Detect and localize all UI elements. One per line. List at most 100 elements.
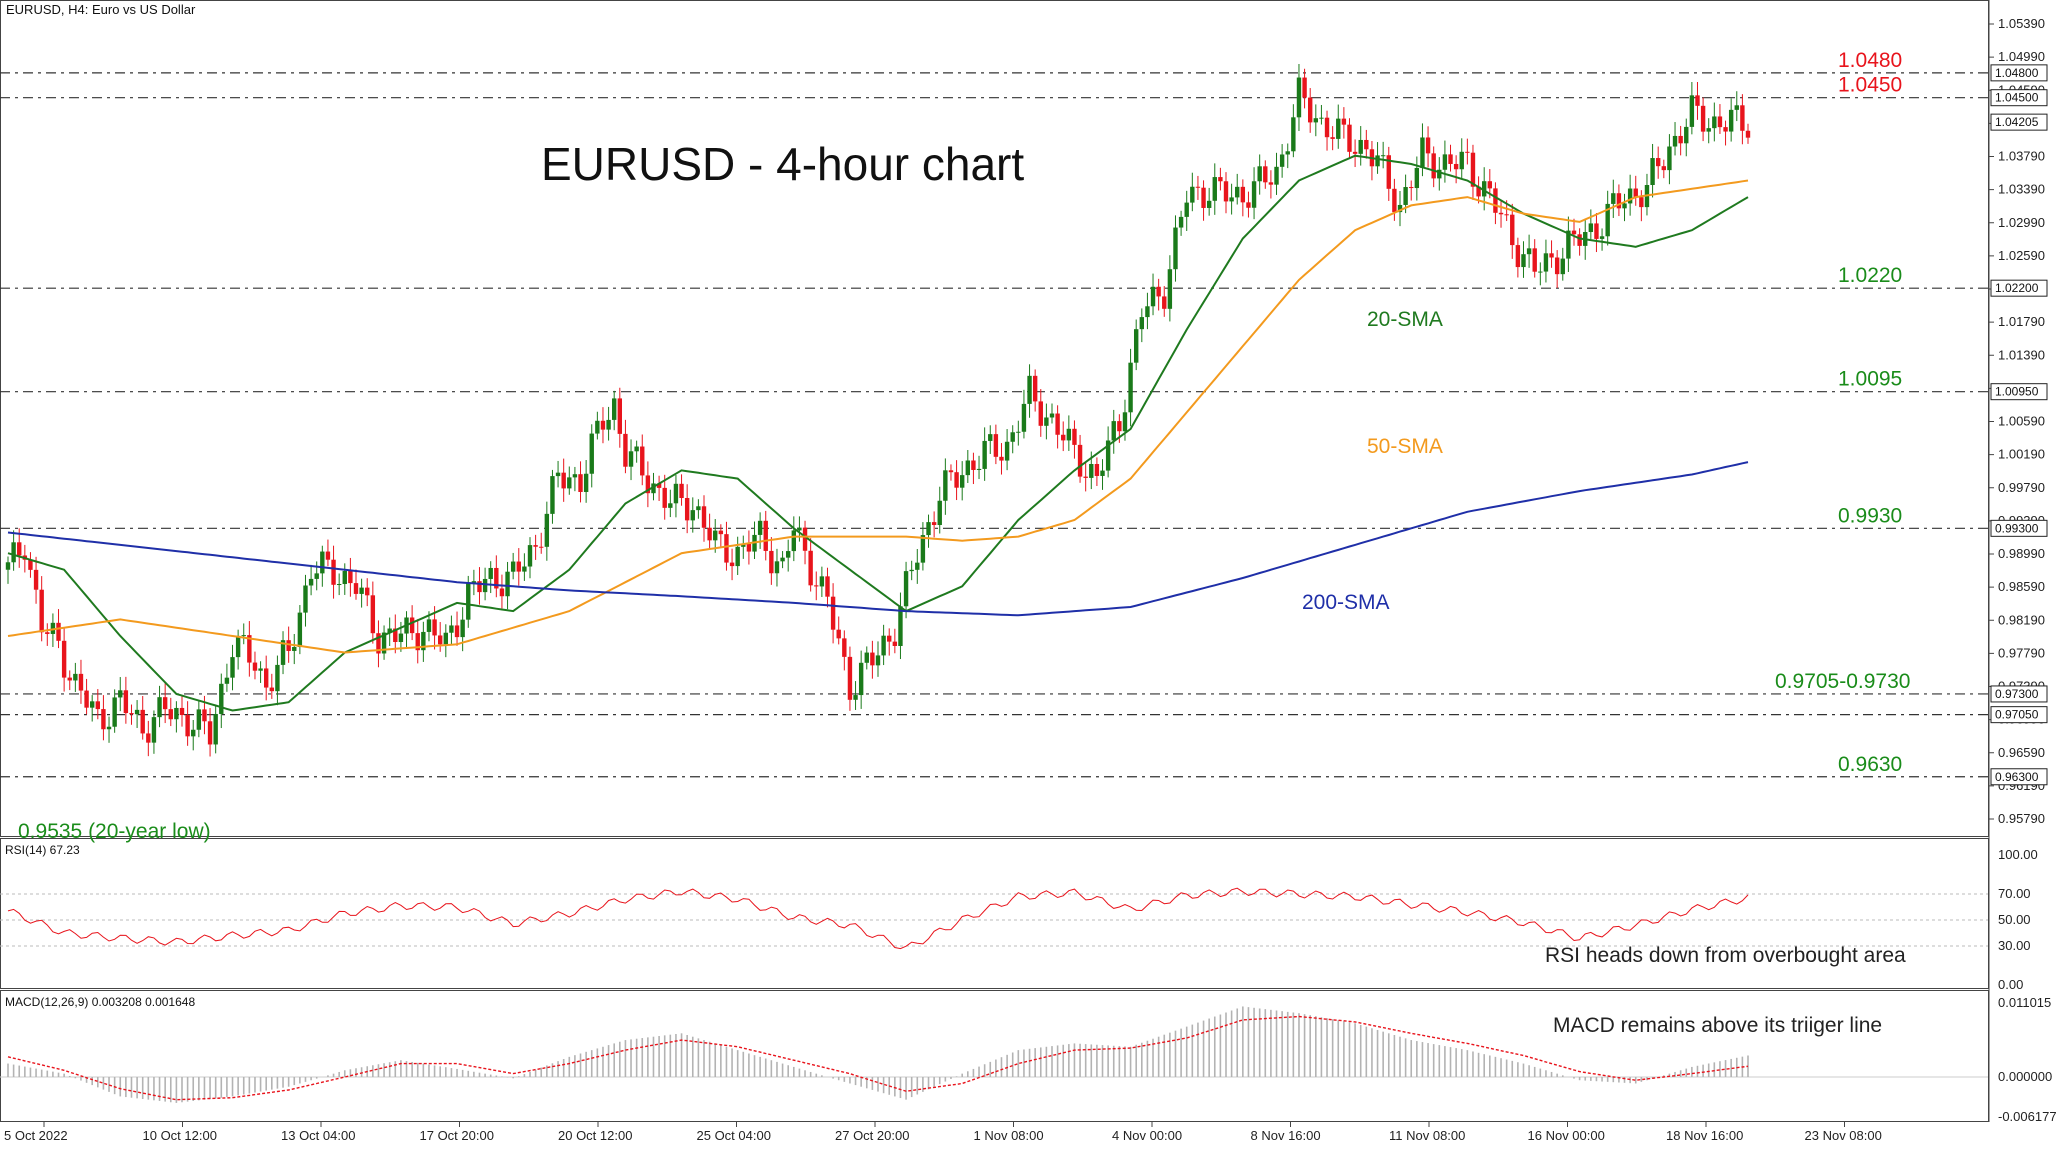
candle-body (56, 622, 61, 641)
rsi-line (7, 887, 1749, 950)
candle-body (1021, 403, 1027, 432)
candle-body (1684, 126, 1689, 144)
sma20-label: 20-SMA (1367, 308, 1443, 331)
candle-body (499, 588, 505, 597)
candle-body (735, 546, 740, 567)
candle-body (1627, 188, 1633, 204)
candle-body (1044, 417, 1049, 426)
price-tick-label: 1.05390 (1998, 16, 2045, 31)
level-label: 1.0095 (1838, 368, 1902, 391)
candle-body (1184, 202, 1189, 217)
candle-body (1077, 444, 1083, 477)
candle-body (78, 673, 84, 691)
candle-body (1745, 130, 1751, 138)
candle-body (376, 633, 381, 654)
candle-body (1218, 177, 1223, 182)
candle-body (1712, 116, 1717, 129)
candle-body (342, 571, 347, 585)
candle-body (123, 690, 129, 714)
candle-body (926, 522, 931, 536)
candle-body (241, 635, 246, 637)
candle-body (1352, 151, 1358, 154)
candle-body (544, 513, 550, 547)
candle-body (1324, 117, 1330, 138)
candle-body (1532, 248, 1537, 272)
candle-body (505, 571, 510, 597)
candle-body (1122, 412, 1128, 432)
candle-body (522, 566, 527, 572)
candle-body (179, 707, 185, 716)
candle-body (1403, 187, 1408, 205)
candle-body (1083, 476, 1088, 478)
candle-body (875, 655, 881, 666)
candle-body (881, 635, 886, 656)
candle-body (527, 545, 533, 567)
candle-body (982, 440, 987, 469)
candle-body (791, 530, 797, 552)
price-box-label: 0.96300 (1995, 770, 2039, 784)
candle-body (1190, 186, 1195, 203)
candle-body (1571, 230, 1577, 235)
candle-body (993, 434, 999, 457)
candle-body (640, 446, 645, 476)
candle-body (611, 398, 617, 420)
rsi-note: RSI heads down from overbought area (1545, 944, 1906, 967)
candle-body (1487, 181, 1493, 189)
candle-body (595, 420, 600, 434)
candle-body (673, 483, 679, 504)
price-tick-label: 1.04990 (1998, 49, 2045, 64)
candle-body (1330, 137, 1335, 139)
candle-body (157, 697, 162, 718)
level-label: 0.9930 (1838, 504, 1902, 527)
candle-body (426, 619, 432, 632)
candle-body (1296, 77, 1302, 118)
candle-body (213, 713, 218, 745)
macd-tick-label: 0.011015 (1998, 995, 2051, 1010)
price-box-label: 0.97300 (1995, 687, 2039, 701)
candle-body (1650, 158, 1655, 185)
price-tick-label: 0.98190 (1998, 612, 2045, 627)
candle-body (471, 581, 477, 583)
candle-body (297, 612, 303, 648)
candle-body (769, 550, 774, 574)
candle-body (651, 483, 656, 494)
candle-body (1105, 440, 1111, 471)
candle-body (494, 567, 499, 589)
candle-body (1493, 188, 1498, 213)
level-label: 1.0220 (1838, 264, 1902, 287)
candle-body (1380, 155, 1386, 157)
candle-body (589, 433, 594, 474)
candle-body (280, 640, 286, 665)
candle-body (578, 474, 583, 492)
rsi-tick-label: 70.00 (1998, 886, 2031, 901)
candle-body (370, 595, 376, 634)
candle-body (1156, 286, 1161, 297)
candle-body (1414, 167, 1420, 189)
candle-body (202, 709, 207, 722)
candle-body (679, 483, 684, 499)
candle-body (1206, 200, 1212, 208)
candle-body (976, 468, 982, 470)
candle-body (1723, 127, 1728, 132)
candle-body (707, 527, 712, 541)
candle-body (353, 583, 359, 594)
candle-body (943, 470, 948, 501)
candle-body (247, 635, 252, 663)
candle-body (887, 635, 892, 642)
low-label: 0.9535 (20-year low) (18, 820, 211, 843)
candle-body (533, 545, 538, 547)
candle-body (1734, 105, 1739, 110)
candle-body (1263, 166, 1268, 183)
price-tick-label: 1.03390 (1998, 182, 2045, 197)
candle-body (314, 573, 319, 579)
candle-body (1257, 166, 1262, 182)
level-label: 1.0480 (1838, 49, 1902, 72)
price-tick-label: 0.98590 (1998, 579, 2045, 594)
candle-body (1027, 375, 1032, 404)
candle-body (1504, 214, 1509, 216)
candle-body (1223, 181, 1229, 202)
time-tick-label: 16 Nov 00:00 (1528, 1128, 1605, 1143)
candle-body (1672, 135, 1678, 147)
candle-body (1689, 95, 1695, 127)
